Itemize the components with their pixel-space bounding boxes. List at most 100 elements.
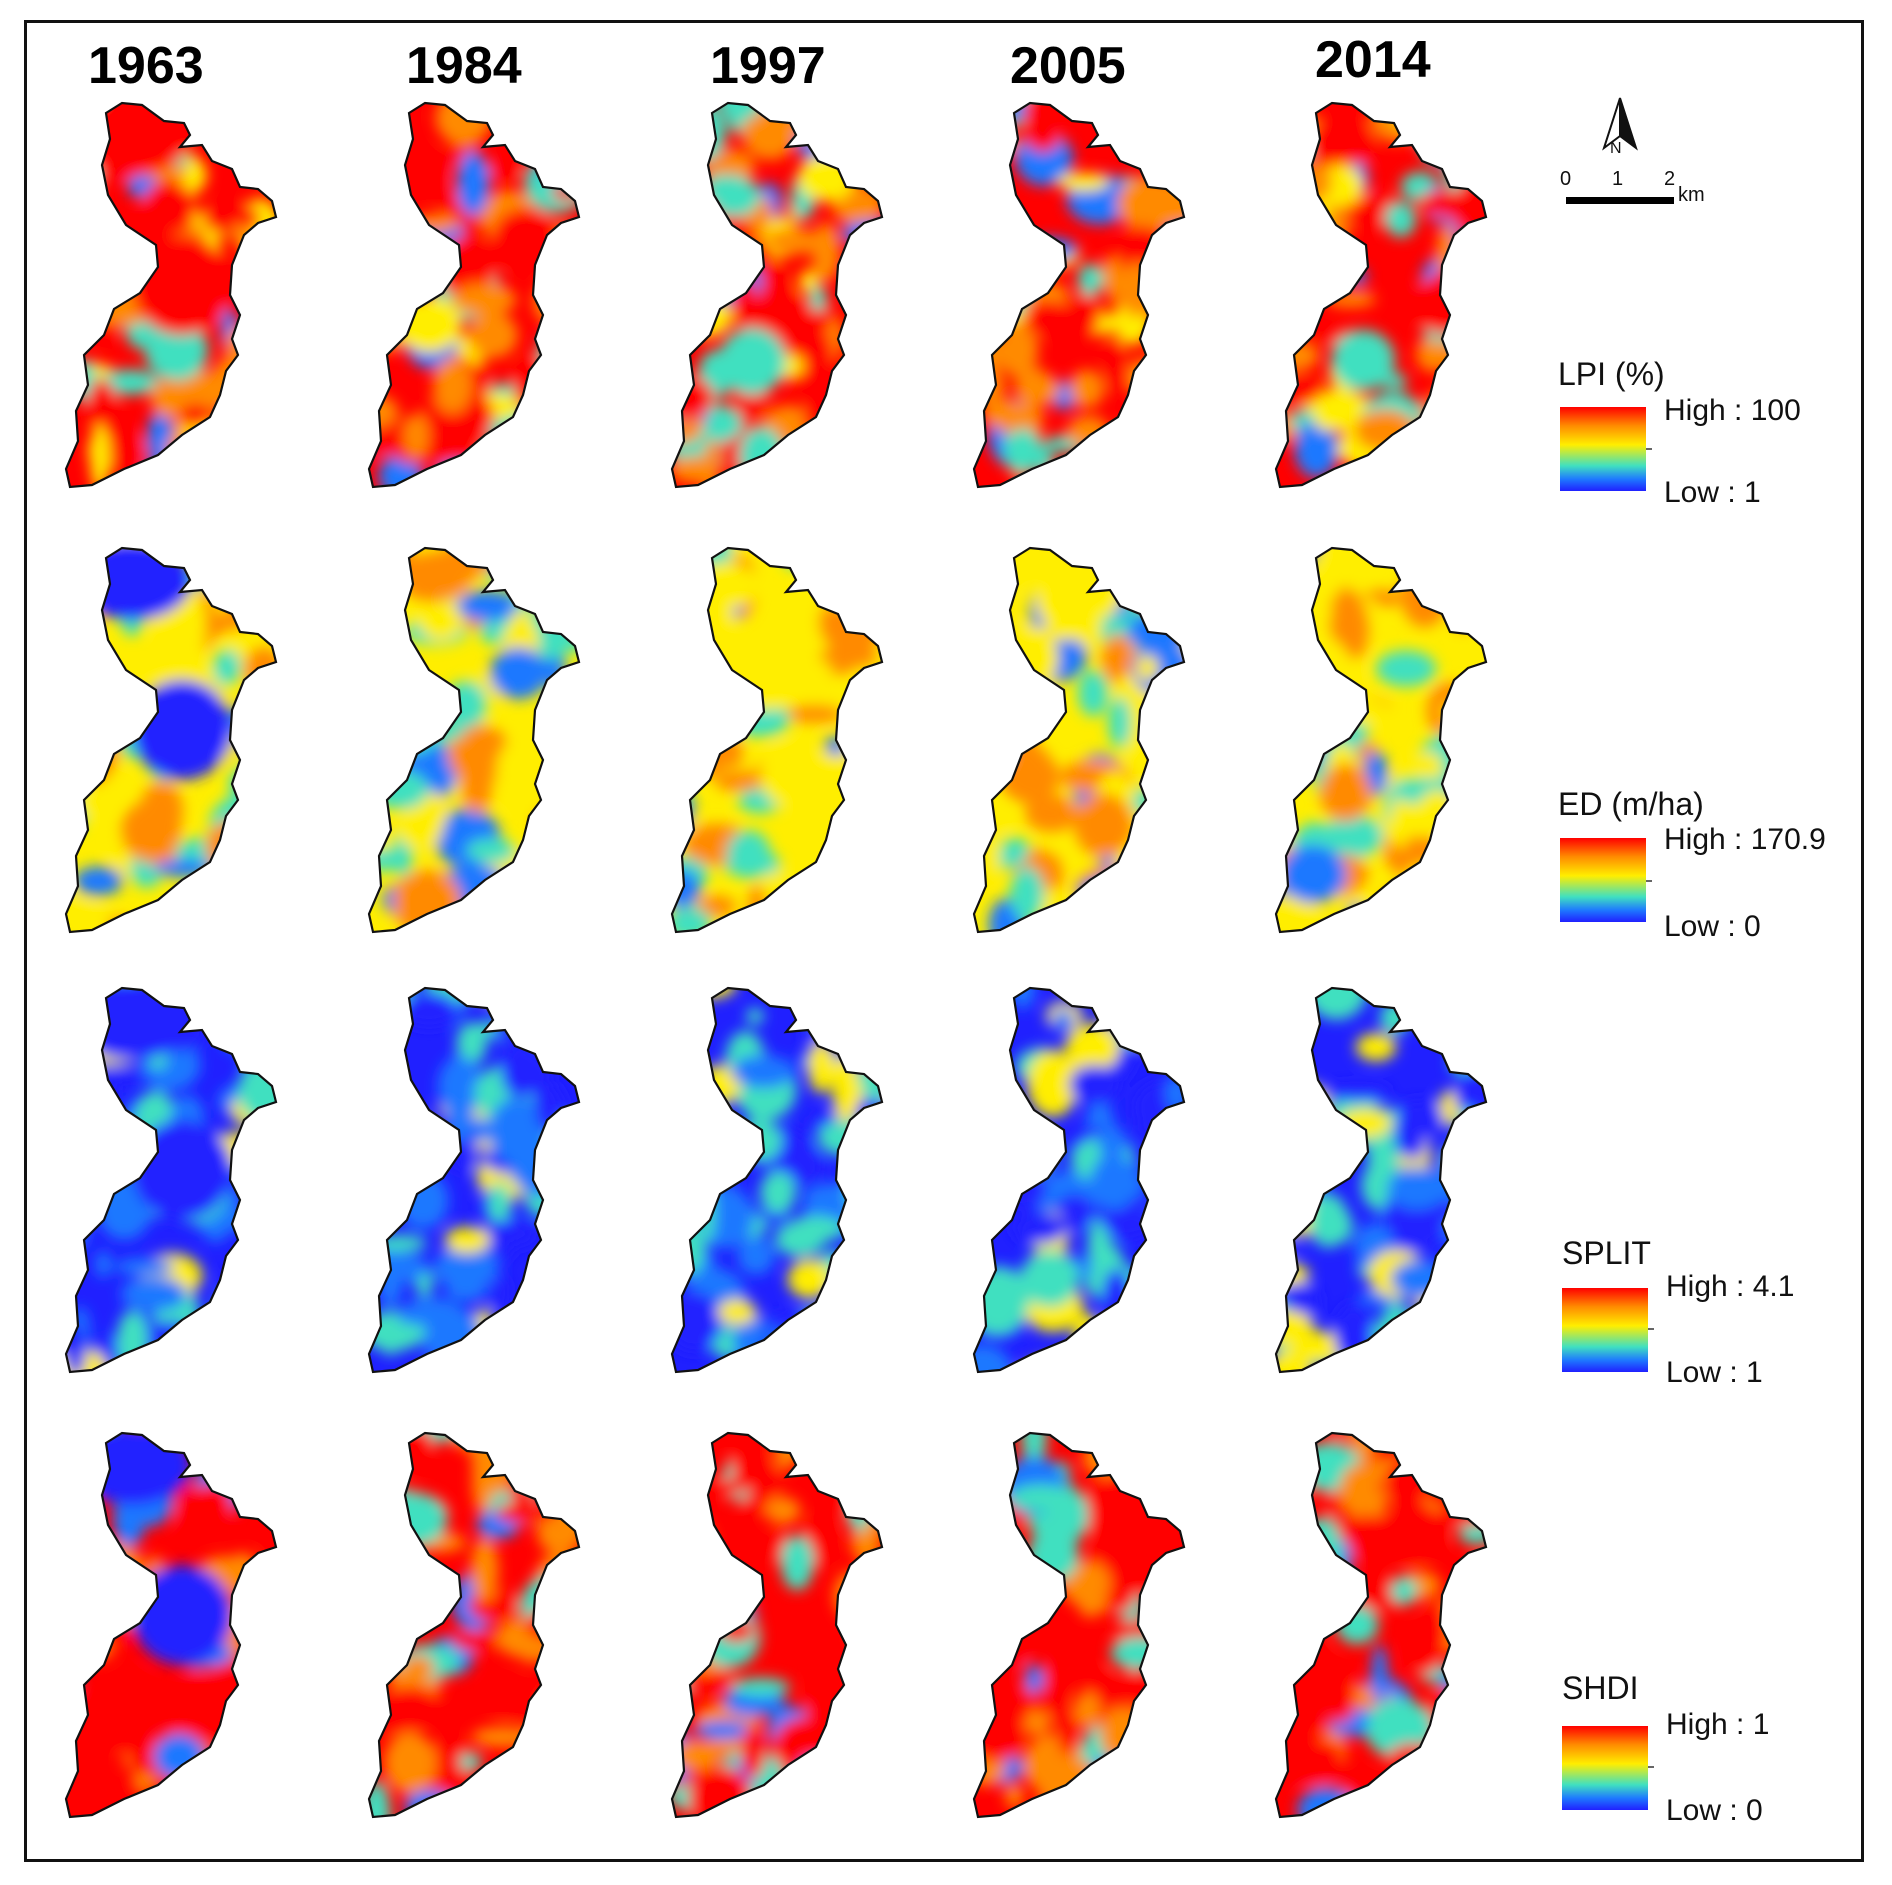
raster-cell xyxy=(672,676,719,707)
raster-cell xyxy=(236,1663,276,1708)
raster-cell xyxy=(1276,721,1323,778)
raster-cell xyxy=(683,548,711,580)
raster-cell xyxy=(1073,548,1126,587)
raster-cell xyxy=(1102,1777,1128,1817)
raster-cell xyxy=(1470,1433,1486,1447)
raster-cell xyxy=(452,1630,507,1652)
map-panel-lpi-1963 xyxy=(64,101,278,489)
raster-cell xyxy=(1322,560,1339,602)
raster-cell xyxy=(1077,669,1109,717)
raster-patch xyxy=(132,1120,232,1220)
raster-cell xyxy=(1137,865,1171,882)
raster-cell xyxy=(685,1114,714,1138)
raster-cell xyxy=(700,1784,728,1801)
raster-cell xyxy=(1147,825,1184,849)
raster-cell xyxy=(672,1740,722,1771)
raster-cell xyxy=(1371,103,1418,125)
legend-tick-ed xyxy=(1646,880,1652,882)
raster-cell xyxy=(1462,548,1486,573)
raster-cell xyxy=(1388,434,1455,487)
raster-cell xyxy=(1276,1190,1318,1231)
raster-cell xyxy=(1331,329,1395,391)
raster-cell xyxy=(239,804,276,866)
raster-cell xyxy=(538,327,579,374)
raster-cell xyxy=(1457,591,1486,658)
raster-cell xyxy=(1179,1602,1184,1645)
raster-cell xyxy=(1285,1748,1347,1785)
raster-cell xyxy=(983,1141,1044,1165)
raster-cell xyxy=(434,1244,499,1291)
raster-cell xyxy=(210,1318,268,1372)
raster-cell xyxy=(1134,1433,1184,1450)
legend-tick-shdi xyxy=(1648,1766,1654,1768)
raster-cell xyxy=(776,1332,828,1372)
raster-cell xyxy=(1128,456,1181,487)
raster-cell xyxy=(90,424,110,487)
raster-cell xyxy=(66,1199,101,1219)
raster-cell xyxy=(369,1130,398,1156)
raster-cell xyxy=(852,1639,872,1670)
raster-cell xyxy=(1454,132,1486,162)
raster-cell xyxy=(558,1178,579,1198)
raster-cell xyxy=(92,1561,117,1620)
raster-cell xyxy=(373,103,392,122)
raster-cell xyxy=(558,309,579,344)
raster-cell xyxy=(445,680,487,728)
legend-low-split: Low : 1 xyxy=(1666,1356,1763,1389)
raster-cell xyxy=(829,1433,860,1459)
raster-cell xyxy=(858,870,882,927)
raster-cell xyxy=(714,771,765,792)
raster-cell xyxy=(1381,373,1408,390)
raster-cell xyxy=(493,1016,531,1040)
raster-cell xyxy=(1276,1019,1297,1055)
raster-cell xyxy=(554,1500,579,1536)
raster-cell xyxy=(459,1753,482,1771)
raster-cell xyxy=(486,1677,534,1720)
raster-cell xyxy=(1464,1554,1486,1587)
raster-cell xyxy=(1151,988,1184,1006)
raster-cell xyxy=(369,103,399,155)
raster-cell xyxy=(163,1776,231,1798)
raster-cell xyxy=(369,606,402,633)
raster-patch xyxy=(72,988,192,1060)
raster-cell xyxy=(835,841,879,908)
raster-cell xyxy=(513,103,551,114)
raster-cell xyxy=(858,1558,882,1596)
raster-cell xyxy=(483,891,509,932)
raster-cell xyxy=(1441,702,1477,722)
raster-cell xyxy=(1110,1636,1170,1670)
raster-cell xyxy=(1003,1153,1029,1185)
raster-cell xyxy=(1024,795,1079,832)
raster-cell xyxy=(999,750,1060,804)
raster-cell xyxy=(1414,126,1453,148)
raster-cell xyxy=(800,1331,864,1360)
raster-cell xyxy=(865,120,882,142)
raster-cell xyxy=(1355,1033,1397,1062)
raster-cell xyxy=(1143,548,1179,560)
raster-cell xyxy=(78,136,98,189)
raster-cell xyxy=(838,569,865,587)
raster-cell xyxy=(1444,1752,1486,1814)
raster-cell xyxy=(244,645,276,693)
raster-cell xyxy=(396,296,462,353)
raster-cell xyxy=(830,1698,856,1722)
raster-cell xyxy=(1013,1212,1067,1244)
raster-cell xyxy=(672,375,714,420)
raster-cell xyxy=(672,597,692,618)
raster-cell xyxy=(974,1546,982,1569)
raster-cell xyxy=(66,1630,115,1663)
raster-cell xyxy=(195,1786,253,1817)
raster-cell xyxy=(255,427,276,471)
raster-cell xyxy=(1458,1169,1481,1188)
raster-cell xyxy=(1116,988,1143,1047)
raster-cell xyxy=(495,548,556,588)
raster-cell xyxy=(1276,269,1298,288)
raster-cell xyxy=(1367,1797,1409,1817)
raster-cell xyxy=(437,1055,482,1119)
raster-cell xyxy=(974,988,991,1014)
raster-cell xyxy=(228,341,276,380)
raster-cell xyxy=(974,1071,999,1140)
raster-cell xyxy=(844,1711,878,1736)
study-area-outline xyxy=(670,101,884,489)
